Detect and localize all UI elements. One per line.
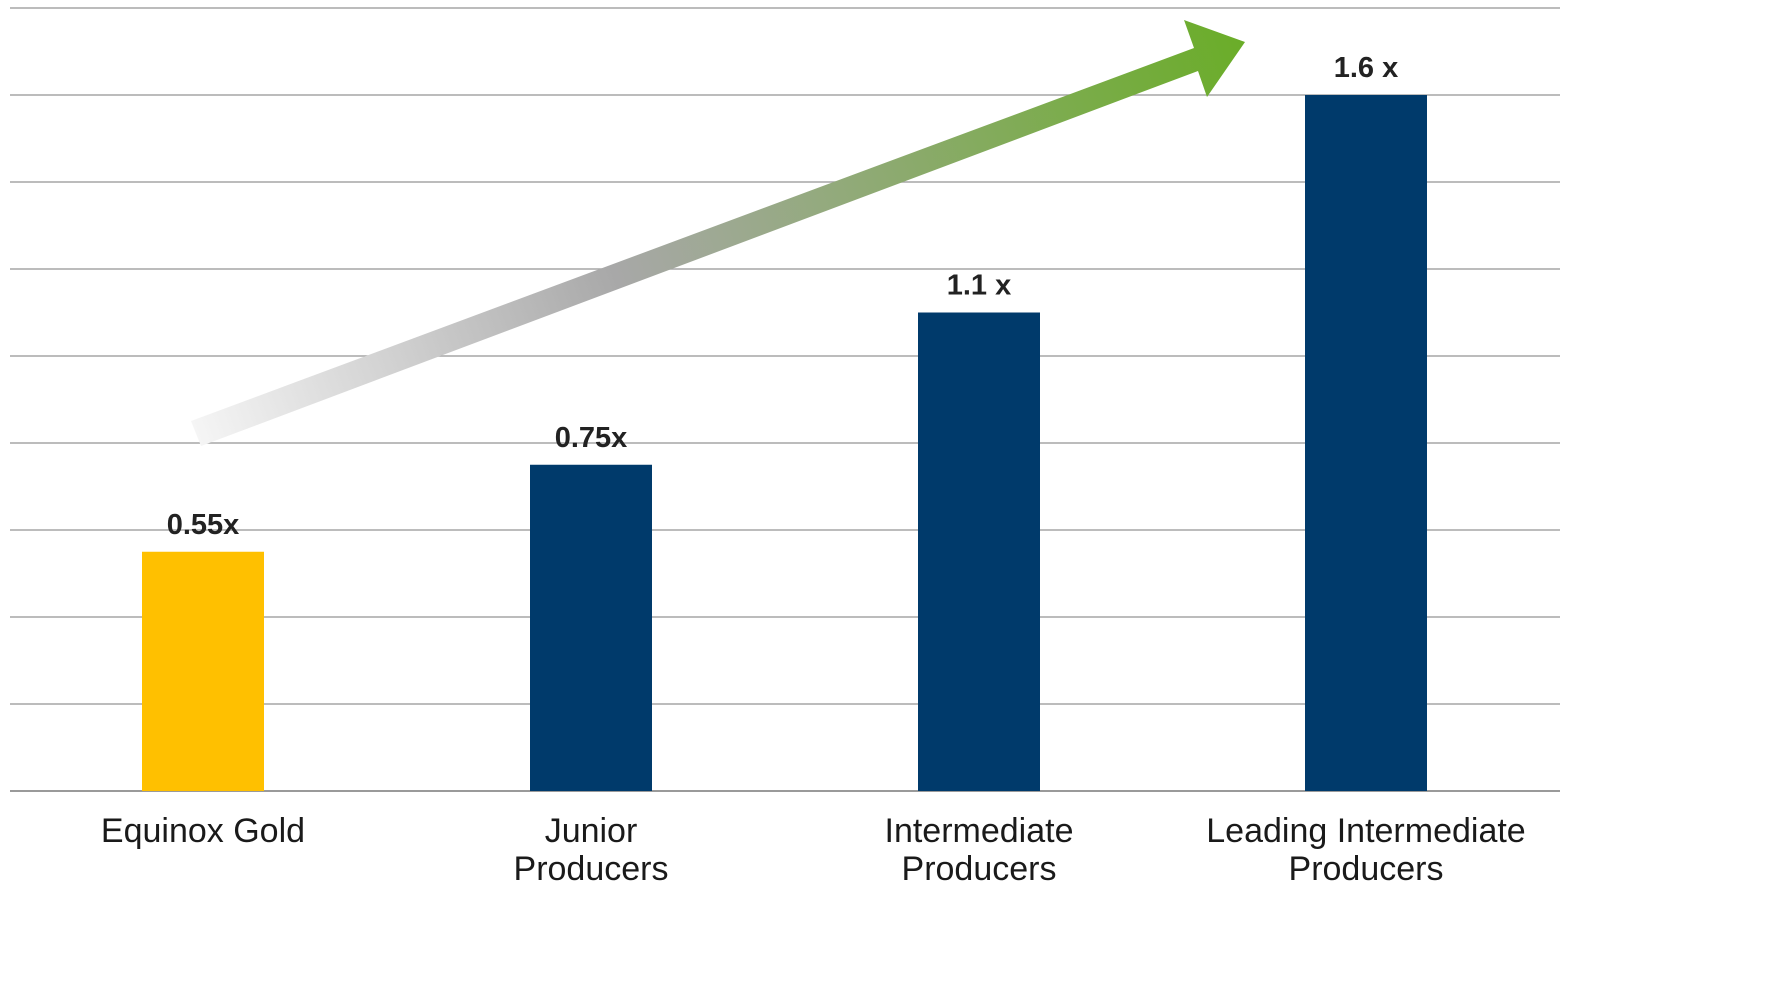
- category-label-3: Intermediate Producers: [885, 812, 1074, 888]
- trend-arrow: [191, 20, 1245, 446]
- category-labels: Equinox Gold Junior Producers Intermediate P…: [101, 812, 1526, 888]
- bar-3: [918, 312, 1040, 791]
- data-label-2: 0.75x: [555, 422, 628, 454]
- bar-2: [530, 464, 652, 791]
- trend-arrow-shape: [191, 20, 1245, 446]
- category-label-1: Equinox Gold: [101, 812, 305, 850]
- bar-1: [142, 551, 264, 791]
- data-label-4: 1.6 x: [1334, 52, 1399, 84]
- bars: [142, 95, 1427, 791]
- category-label-4: Leading Intermediate Producers: [1206, 812, 1525, 888]
- data-label-3: 1.1 x: [947, 270, 1012, 302]
- gridlines: [10, 7, 1560, 792]
- category-label-2: Junior Producers: [514, 812, 669, 888]
- bar-4: [1305, 95, 1427, 791]
- data-label-1: 0.55x: [167, 509, 240, 541]
- data-labels: 0.55x 0.75x 1.1 x 1.6 x: [167, 52, 1399, 541]
